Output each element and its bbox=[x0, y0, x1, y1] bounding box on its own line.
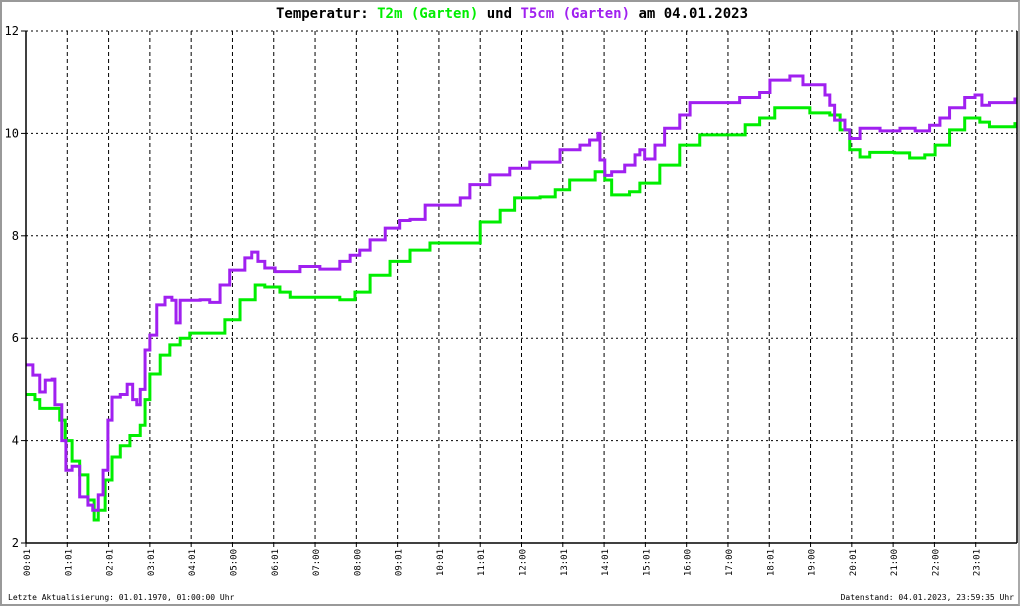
x-tick-label: 03:01 bbox=[147, 549, 157, 576]
data-timestamp-text: Datenstand: 04.01.2023, 23:59:35 Uhr bbox=[840, 593, 1014, 602]
x-tick-label: 15:01 bbox=[642, 549, 652, 576]
x-tick-label: 11:01 bbox=[477, 549, 487, 576]
x-tick-label: 10:01 bbox=[436, 549, 446, 576]
x-tick-label: 17:00 bbox=[725, 549, 735, 576]
x-tick-label: 07:00 bbox=[312, 549, 322, 576]
title-suffix: am 04.01.2023 bbox=[630, 6, 749, 22]
y-tick-label: 2 bbox=[12, 536, 19, 550]
x-tick-label: 00:01 bbox=[23, 549, 33, 576]
title-series-t5cm: T5cm (Garten) bbox=[520, 6, 631, 22]
x-tick-label: 12:00 bbox=[519, 549, 529, 576]
series-line-t2m bbox=[26, 106, 1017, 522]
x-tick-label: 23:01 bbox=[973, 549, 983, 576]
x-tick-label: 14:01 bbox=[601, 549, 611, 576]
x-tick-label: 09:01 bbox=[395, 549, 405, 576]
x-tick-label: 06:01 bbox=[271, 549, 281, 576]
title-middle: und bbox=[478, 6, 521, 22]
x-tick-label: 01:01 bbox=[64, 549, 74, 576]
x-tick-label: 04:01 bbox=[188, 549, 198, 576]
y-tick-label: 12 bbox=[5, 24, 19, 38]
title-series-t2m: T2m (Garten) bbox=[377, 6, 479, 22]
y-tick-label: 10 bbox=[5, 126, 19, 140]
x-tick-label: 08:00 bbox=[353, 549, 363, 576]
x-tick-label: 16:00 bbox=[684, 549, 694, 576]
x-tick-label: 05:00 bbox=[229, 549, 239, 576]
x-tick-label: 13:01 bbox=[560, 549, 570, 576]
x-tick-label: 02:01 bbox=[106, 549, 116, 576]
x-tick-label: 22:00 bbox=[931, 549, 941, 576]
y-tick-label: 4 bbox=[12, 434, 19, 448]
last-update-text: Letzte Aktualisierung: 01.01.1970, 01:00… bbox=[8, 593, 235, 602]
x-tick-label: 20:01 bbox=[849, 549, 859, 576]
series-line-t5cm bbox=[26, 74, 1017, 512]
chart-title: Temperatur: T2m (Garten) und T5cm (Garte… bbox=[2, 6, 1018, 22]
x-tick-label: 18:01 bbox=[766, 549, 776, 576]
x-tick-label: 19:00 bbox=[808, 549, 818, 576]
x-tick-label: 21:00 bbox=[890, 549, 900, 576]
y-tick-label: 8 bbox=[12, 229, 19, 243]
y-tick-label: 6 bbox=[12, 331, 19, 345]
title-prefix: Temperatur: bbox=[275, 6, 378, 22]
